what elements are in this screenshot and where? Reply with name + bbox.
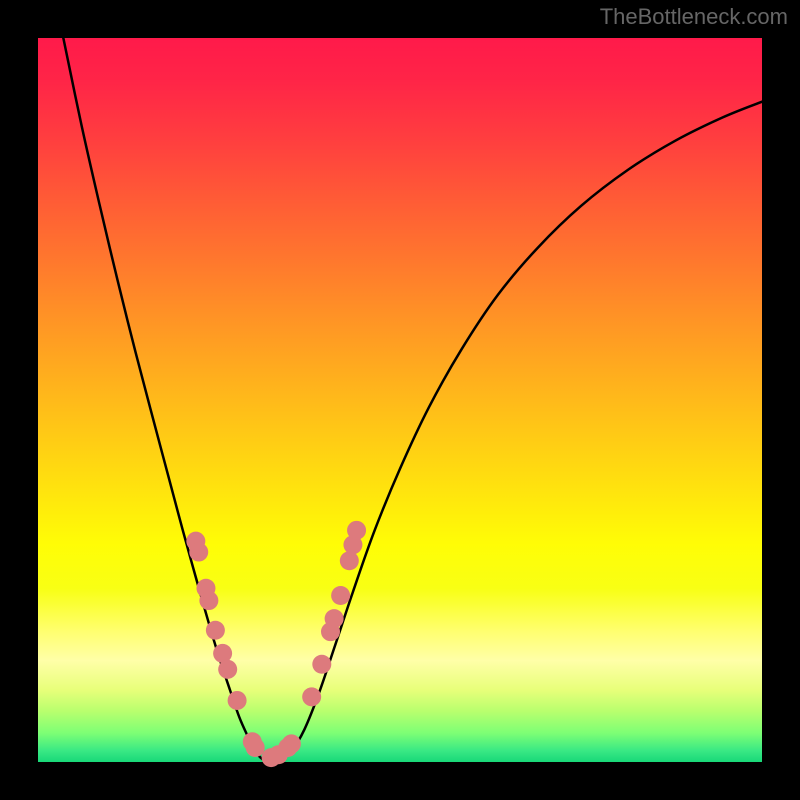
data-marker — [189, 543, 208, 562]
data-marker — [218, 660, 237, 679]
data-markers — [186, 521, 366, 767]
plot-area — [38, 38, 762, 762]
chart-svg — [38, 38, 762, 762]
data-marker — [347, 521, 366, 540]
data-marker — [325, 609, 344, 628]
curve-right-branch — [270, 102, 762, 762]
data-marker — [282, 734, 301, 753]
data-marker — [312, 655, 331, 674]
data-marker — [199, 591, 218, 610]
data-marker — [340, 551, 359, 570]
curve-left-branch — [63, 38, 269, 762]
data-marker — [246, 738, 265, 757]
watermark-text: TheBottleneck.com — [600, 4, 788, 30]
data-marker — [206, 621, 225, 640]
data-marker — [302, 687, 321, 706]
data-marker — [331, 586, 350, 605]
data-marker — [228, 691, 247, 710]
